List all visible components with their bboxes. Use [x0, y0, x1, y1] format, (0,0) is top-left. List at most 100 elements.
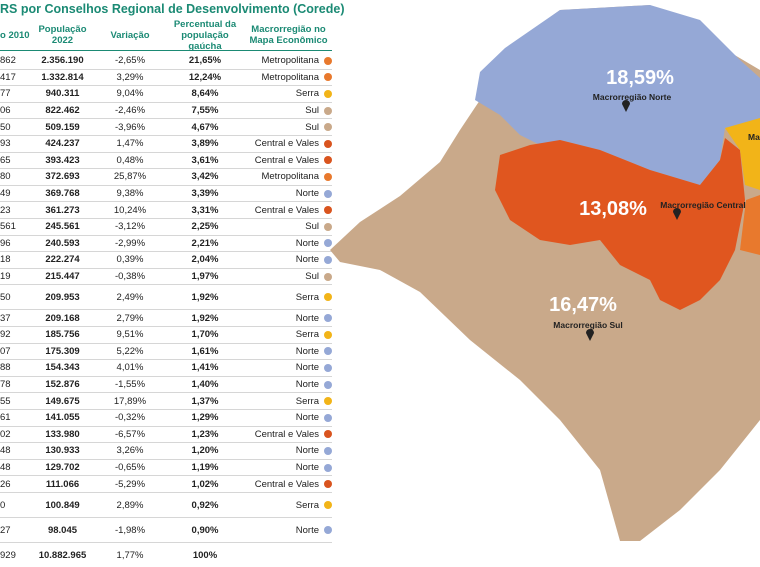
table-cell: Norte — [245, 518, 332, 542]
region-central — [495, 138, 745, 310]
table-cell: -0,38% — [100, 269, 160, 285]
table-row: 37 209.168 2,79% 1,92% Norte — [0, 310, 332, 327]
table-cell: 561 — [0, 219, 30, 235]
cell-text: Norte — [295, 524, 319, 536]
region-dot — [324, 172, 332, 181]
cell-text: 111.066 — [45, 478, 80, 490]
region-dot — [324, 463, 332, 472]
table-row: 93 424.237 1,47% 3,89% Central e Vales — [0, 136, 332, 153]
map: 18,59% Macrorregião Norte 13,08% Macrorr… — [330, 5, 760, 541]
table-cell: 93 — [0, 136, 30, 152]
region-dot — [324, 139, 332, 148]
cell-text: 100% — [192, 549, 218, 561]
cell-text: 06 — [0, 105, 11, 117]
region-dot — [324, 239, 332, 248]
header-row: o 2010 População 2022 Variação Percentual d… — [0, 18, 332, 52]
cell-text: Central e Vales — [254, 154, 319, 166]
cell-text: 48 — [0, 462, 11, 474]
cell-text: Norte — [295, 345, 319, 357]
cell-text: Sul — [305, 105, 319, 117]
cell-text: Norte — [295, 462, 319, 474]
cell-text: 4,01% — [116, 362, 144, 374]
region-dot — [324, 89, 332, 98]
header-cell: Macrorregião no Mapa Econômico — [245, 20, 332, 50]
region-dot — [324, 501, 332, 509]
table-cell: 100% — [165, 543, 245, 567]
table-cell: Norte — [245, 186, 332, 202]
table-cell: 1.332.814 — [30, 70, 95, 86]
cell-text: 417 — [0, 71, 16, 83]
cell-text: 17,89% — [113, 395, 147, 407]
region-dot — [324, 430, 332, 439]
table-row: 48 129.702 -0,65% 1,19% Norte — [0, 460, 332, 477]
region-dot — [324, 413, 332, 422]
cell-text: 2,89% — [116, 499, 144, 511]
table-cell: 862 — [0, 53, 30, 69]
region-name: Macrorregião Central — [660, 200, 746, 210]
table-cell: 175.309 — [30, 344, 95, 360]
table-cell: 424.237 — [30, 136, 95, 152]
table-cell: 3,89% — [165, 136, 245, 152]
table-row: 561 245.561 -3,12% 2,25% Sul — [0, 219, 332, 236]
table-cell: 1,20% — [165, 443, 245, 459]
table-cell: 27 — [0, 518, 30, 542]
cell-text: 12,24% — [188, 71, 222, 83]
header-cell: Variação — [100, 20, 160, 50]
table-cell: 19 — [0, 269, 30, 285]
table-cell: 9,04% — [100, 86, 160, 102]
cell-text: 0,92% — [191, 499, 219, 511]
table-cell: Metropolitana — [245, 53, 332, 69]
table-cell: 7,55% — [165, 103, 245, 119]
table-row: 61 141.055 -0,32% 1,29% Norte — [0, 410, 332, 427]
cell-text: 23 — [0, 204, 11, 216]
cell-text: Norte — [295, 445, 319, 457]
table-cell: 822.462 — [30, 103, 95, 119]
cell-text: Serra — [295, 395, 319, 407]
cell-text: 215.447 — [45, 271, 80, 283]
table-cell: Norte — [245, 236, 332, 252]
cell-text: -2,99% — [114, 237, 146, 249]
region-dot — [324, 397, 332, 406]
table-cell: Central e Vales — [245, 153, 332, 169]
cell-text: 245.561 — [45, 221, 80, 233]
table-cell: 98.045 — [30, 518, 95, 542]
table-cell: 222.274 — [30, 252, 95, 268]
cell-text: -0,65% — [114, 462, 146, 474]
table-cell: 361.273 — [30, 202, 95, 218]
table-cell: 0,90% — [165, 518, 245, 542]
table-cell: 141.055 — [30, 410, 95, 426]
cell-text: 1,92% — [191, 312, 219, 324]
cell-text: -3,12% — [114, 221, 146, 233]
table-cell: Serra — [245, 327, 332, 343]
table-cell: 55 — [0, 393, 30, 409]
cell-text: 822.462 — [45, 105, 80, 117]
table-cell: Central e Vales — [245, 427, 332, 443]
cell-text: 3,42% — [191, 171, 219, 183]
table-cell: Norte — [245, 360, 332, 376]
cell-text: 5,22% — [116, 345, 144, 357]
cell-text: 78 — [0, 379, 11, 391]
cell-text: -1,98% — [114, 524, 146, 536]
cell-text: 1,29% — [191, 412, 219, 424]
table-cell: 215.447 — [30, 269, 95, 285]
table-cell: 2.356.190 — [30, 53, 95, 69]
table-cell: 4,67% — [165, 119, 245, 135]
region-dot — [324, 206, 332, 215]
table-row: 417 1.332.814 3,29% 12,24% Metropolitana — [0, 70, 332, 87]
header-cell: Percentual da população gaúcha — [165, 18, 245, 52]
table-cell: Norte — [245, 377, 332, 393]
table-cell: 2,04% — [165, 252, 245, 268]
table-cell: 0 — [0, 493, 30, 517]
table-row: 77 940.311 9,04% 8,64% Serra — [0, 86, 332, 103]
cell-text: 10.882.965 — [38, 549, 87, 561]
region-dot — [324, 123, 332, 132]
region-metropolitana — [740, 195, 760, 255]
table-row: 50 209.953 2,49% 1,92% Serra — [0, 285, 332, 311]
table-cell: 10,24% — [100, 202, 160, 218]
table-cell: 02 — [0, 427, 30, 443]
header-text: Percentual da população gaúcha — [173, 18, 237, 52]
cell-text: 55 — [0, 395, 11, 407]
cell-text: 07 — [0, 345, 11, 357]
table-cell: -3,12% — [100, 219, 160, 235]
